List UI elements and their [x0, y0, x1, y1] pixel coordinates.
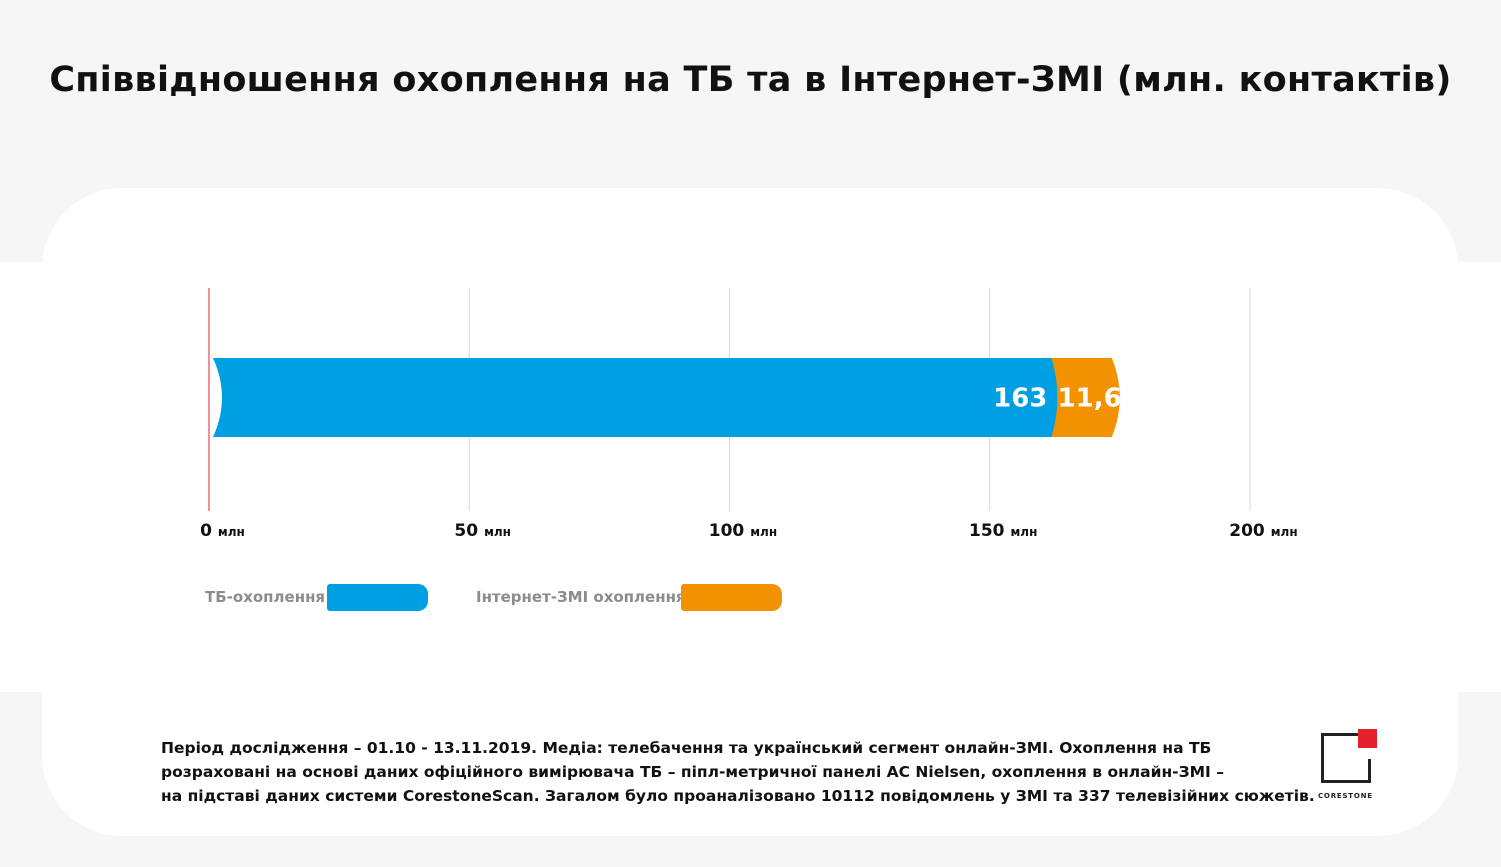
- footnote-line: на підставі даних системи CorestoneScan.…: [161, 787, 1315, 805]
- data-label: 11,6: [1058, 384, 1122, 414]
- legend-label-tv: ТБ-охоплення: [205, 588, 326, 606]
- legend-swatch-tv: [327, 584, 428, 611]
- logo-text: CORESTONE: [1318, 792, 1373, 800]
- footnote-line: розраховані на основі даних офіційного в…: [161, 763, 1224, 781]
- tick-label: 50 млн: [454, 521, 511, 541]
- bar-segment: [1051, 358, 1120, 437]
- data-label: 163: [993, 384, 1047, 414]
- footnote: Період дослідження – 01.10 - 13.11.2019.…: [161, 736, 1315, 808]
- tick-label: 200 млн: [1229, 521, 1297, 541]
- tick-label: 150 млн: [969, 521, 1037, 541]
- logo-frame: [1321, 733, 1371, 783]
- bar-segment: [213, 358, 1058, 437]
- logo-frame-side: [1368, 759, 1371, 783]
- tick-label: 100 млн: [709, 521, 777, 541]
- legend-label-online: Інтернет-ЗМІ охоплення: [476, 588, 686, 606]
- legend-swatch-online: [681, 584, 782, 611]
- chart-card: [42, 188, 1458, 836]
- corestone-logo: CORESTONE: [1318, 729, 1380, 803]
- logo-red-square: [1358, 729, 1377, 748]
- tick-label: 0 млн: [200, 521, 245, 541]
- page-title: Співвідношення охоплення на ТБ та в Інте…: [49, 60, 1452, 100]
- footnote-line: Період дослідження – 01.10 - 13.11.2019.…: [161, 739, 1212, 757]
